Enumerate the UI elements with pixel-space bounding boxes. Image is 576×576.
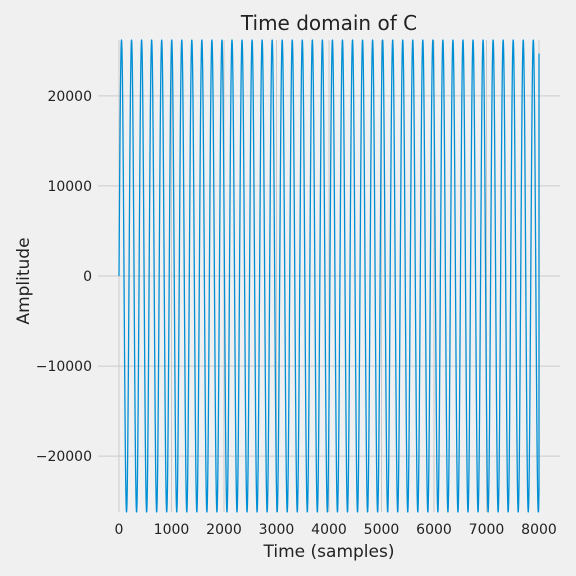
x-tick-labels: 0 1000 2000 3000 4000 5000 6000 7000 8000 — [115, 522, 557, 538]
series-layer — [118, 39, 540, 513]
x-tick-label: 0 — [115, 522, 124, 538]
y-tick-labels: −20000 −10000 0 10000 20000 — [36, 89, 92, 465]
series-line — [118, 39, 540, 513]
x-tick-label: 2000 — [206, 522, 242, 538]
y-tick-label: −10000 — [36, 359, 92, 375]
x-tick-label: 4000 — [311, 522, 347, 538]
y-axis-label: Amplitude — [14, 237, 34, 324]
chart-title: Time domain of C — [240, 11, 417, 35]
y-tick-label: −20000 — [36, 449, 92, 465]
x-tick-label: 3000 — [259, 522, 295, 538]
x-tick-label: 1000 — [154, 522, 190, 538]
x-axis-label: Time (samples) — [263, 542, 395, 562]
x-tick-label: 7000 — [469, 522, 505, 538]
y-tick-label: 20000 — [47, 89, 92, 105]
x-tick-label: 8000 — [521, 522, 557, 538]
y-tick-label: 0 — [83, 269, 92, 285]
y-tick-label: 10000 — [47, 179, 92, 195]
x-tick-label: 6000 — [416, 522, 452, 538]
x-tick-label: 5000 — [364, 522, 400, 538]
